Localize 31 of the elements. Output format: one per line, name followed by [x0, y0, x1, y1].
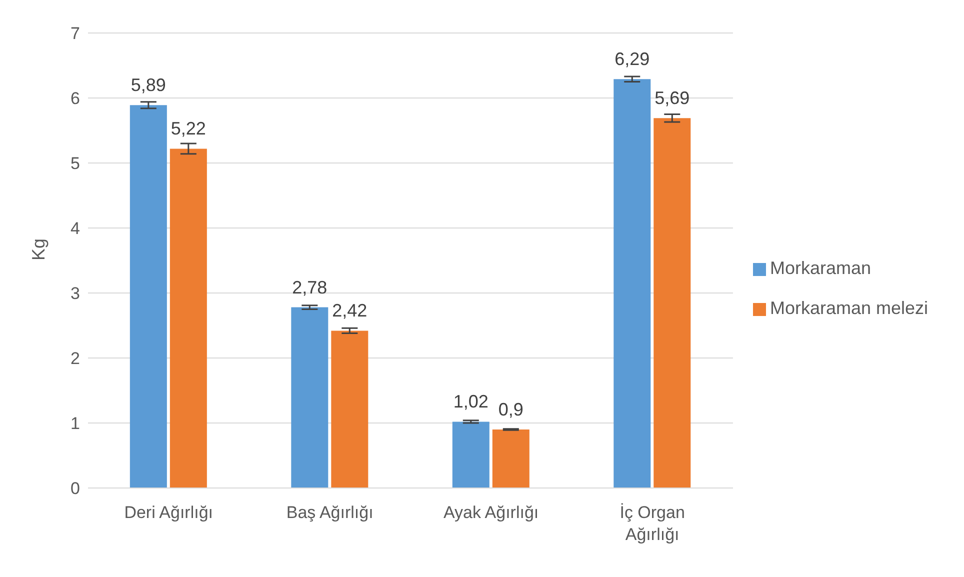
bar: [492, 430, 530, 488]
data-label: 2,42: [332, 300, 368, 321]
data-label: 0,9: [498, 400, 524, 420]
data-label: 2,78: [292, 277, 328, 298]
y-tick-label: 2: [70, 349, 80, 368]
x-tick-label: Deri Ağırlığı: [124, 503, 214, 522]
x-tick-label: Baş Ağırlığı: [286, 503, 374, 522]
y-tick-label: 0: [70, 479, 80, 498]
data-label: 1,02: [453, 392, 488, 412]
data-label: 5,22: [170, 118, 206, 139]
y-tick-label: 7: [70, 24, 80, 44]
bar: [291, 307, 328, 488]
bar: [614, 79, 651, 488]
x-tick-label: Ayak Ağırlığı: [444, 503, 539, 522]
y-tick-label: 6: [70, 89, 80, 108]
x-tick-label: İç Organ Ağırlığı: [620, 503, 685, 544]
bar: [654, 118, 691, 488]
bar: [130, 105, 167, 488]
data-label: 5,69: [654, 88, 690, 108]
legend-label: Morkaraman melezi: [770, 298, 928, 318]
bar: [170, 148, 207, 488]
bar: [452, 422, 490, 488]
legend-label: Morkaraman: [770, 258, 871, 278]
y-tick-label: 1: [70, 414, 80, 434]
y-axis-title: Kg: [28, 238, 48, 260]
bar: [331, 330, 368, 488]
data-label: 5,89: [130, 75, 166, 96]
y-tick-label: 3: [70, 284, 80, 304]
y-tick-label: 5: [70, 154, 80, 174]
data-label: 6,29: [614, 49, 650, 70]
y-tick-label: 4: [70, 219, 80, 238]
